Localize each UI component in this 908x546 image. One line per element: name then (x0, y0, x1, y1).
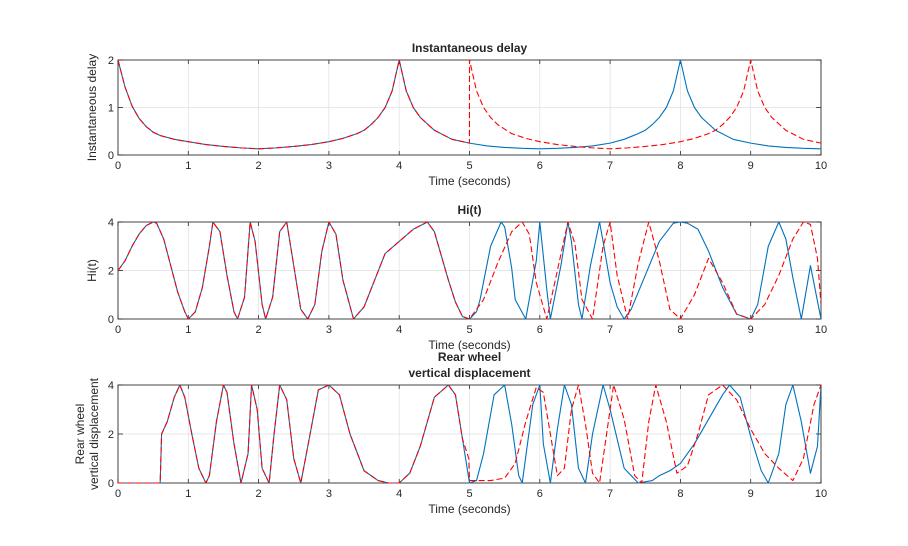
x-tick-label: 6 (537, 488, 543, 500)
x-tick-label: 1 (185, 488, 191, 500)
y-tick-label: 0 (108, 478, 114, 490)
x-tick-label: 9 (748, 324, 754, 336)
x-axis-label: Time (seconds) (428, 174, 510, 188)
x-tick-label: 7 (607, 488, 613, 500)
x-tick-label: 7 (607, 160, 613, 172)
x-tick-label: 2 (256, 160, 262, 172)
y-tick-label: 4 (108, 380, 114, 392)
x-tick-label: 5 (466, 488, 472, 500)
x-tick-label: 6 (537, 160, 543, 172)
x-tick-label: 3 (326, 488, 332, 500)
x-tick-label: 5 (466, 324, 472, 336)
y-tick-label: 2 (108, 429, 114, 441)
x-tick-label: 8 (677, 324, 683, 336)
x-tick-label: 6 (537, 324, 543, 336)
series-line-red-dashed (118, 59, 821, 150)
x-tick-label: 0 (115, 160, 121, 172)
y-axis-label: vertical displacement (87, 377, 101, 490)
x-axis-label: Time (seconds) (428, 338, 510, 352)
chart-1: 0 1 2 3 4 5 6 7 8 9 10 0 1 2 Instantaneous delay Time (… (85, 41, 827, 188)
x-tick-label: 1 (185, 160, 191, 172)
x-tick-label: 2 (256, 324, 262, 336)
y-axis-label: Instantaneous delay (85, 54, 99, 161)
y-tick-label: 0 (108, 150, 114, 162)
x-tick-label: 8 (677, 160, 683, 172)
y-axis-label: Hi(t) (85, 259, 99, 282)
y-tick-label: 2 (108, 266, 114, 278)
x-tick-label: 8 (677, 488, 683, 500)
x-tick-label: 7 (607, 324, 613, 336)
chart-title: Rear wheel (438, 350, 501, 364)
y-tick-label: 0 (108, 314, 114, 326)
x-tick-label: 0 (115, 488, 121, 500)
x-tick-label: 3 (326, 160, 332, 172)
x-tick-label: 9 (748, 160, 754, 172)
x-tick-label: 5 (466, 160, 472, 172)
x-tick-label: 4 (396, 160, 402, 172)
y-axis-label: Rear wheel (73, 404, 87, 465)
x-tick-label: 9 (748, 488, 754, 500)
chart-title: Instantaneous delay (412, 41, 528, 55)
chart-title: vertical displacement (408, 366, 530, 380)
x-tick-label: 10 (815, 324, 827, 336)
x-tick-label: 2 (256, 488, 262, 500)
chart-2: 0 1 2 3 4 5 6 7 8 9 10 0 2 4 Hi(t) Time (seconds) Hi(t) (85, 203, 827, 352)
x-tick-label: 3 (326, 324, 332, 336)
x-tick-label: 10 (815, 160, 827, 172)
x-axis-label: Time (seconds) (428, 502, 510, 516)
series-line-red-dashed (118, 384, 821, 484)
x-tick-label: 4 (396, 488, 402, 500)
y-tick-label: 4 (108, 217, 114, 229)
x-tick-label: 1 (185, 324, 191, 336)
chart-title: Hi(t) (458, 203, 482, 217)
y-tick-label: 1 (108, 103, 114, 115)
x-tick-label: 10 (815, 488, 827, 500)
x-tick-label: 4 (396, 324, 402, 336)
x-tick-label: 0 (115, 324, 121, 336)
y-tick-label: 2 (108, 55, 114, 67)
